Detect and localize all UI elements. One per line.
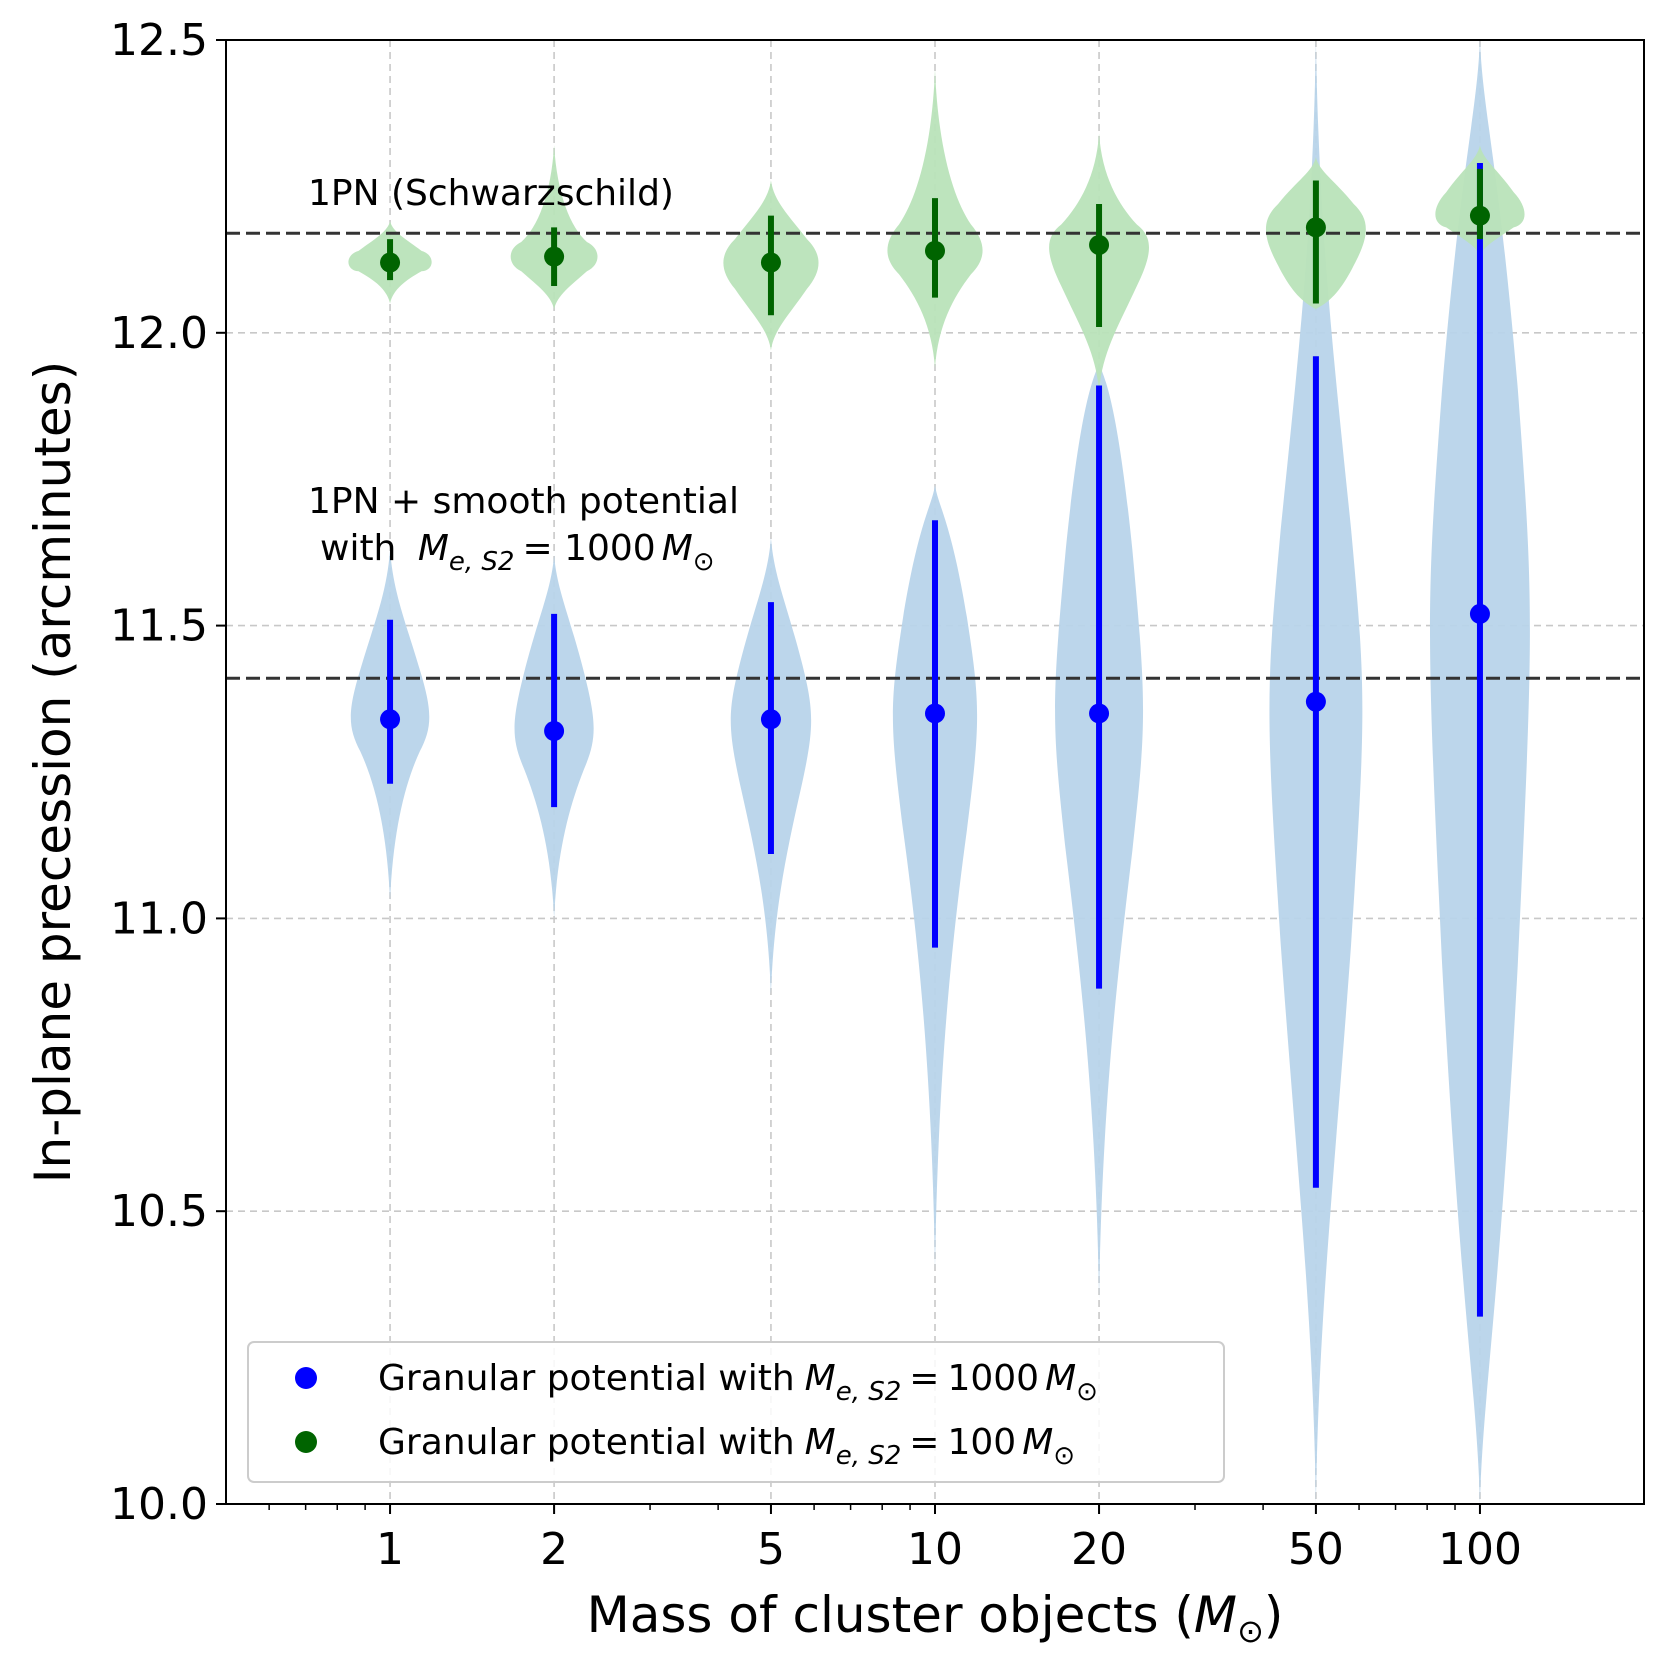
y-tick-label: 10.5: [110, 1186, 208, 1237]
median-marker-layer: [380, 205, 1490, 742]
x-tick-label: 5: [757, 1524, 785, 1575]
y-tick-label: 12.0: [110, 308, 208, 359]
legend-label-1000-eq: =: [909, 1358, 939, 1399]
median-marker-1000-2: [544, 721, 565, 742]
legend-label-1000: Granular potential with Me, S2 = 1000 M⊙: [378, 1358, 1098, 1407]
median-marker-100-1: [380, 252, 401, 273]
x-tick-label: 10: [907, 1524, 963, 1575]
legend-label-100-m: M: [805, 1422, 836, 1463]
legend-marker-1000: [295, 1367, 317, 1389]
x-tick-label: 20: [1071, 1524, 1127, 1575]
x-axis-label-sym: M: [1194, 1586, 1237, 1644]
legend-label-100-eq: =: [909, 1422, 939, 1463]
annotation-smooth-line1: 1PN + smooth potential: [308, 481, 739, 522]
x-tick-label: 50: [1288, 1524, 1344, 1575]
annotation-1pn: 1PN (Schwarzschild): [308, 173, 674, 214]
annotation-smooth-line2: with Me, S2 = 1000 M⊙: [320, 528, 715, 577]
legend-label-1000-sub: e, S2: [836, 1377, 902, 1407]
y-tick-label: 12.5: [110, 15, 208, 66]
legend-label-1000-value: 1000: [947, 1358, 1039, 1399]
x-axis-label: Mass of cluster objects (M⊙): [587, 1586, 1284, 1650]
y-tick-label: 10.0: [110, 1479, 208, 1530]
y-axis-label: In-plane precession (arcminutes): [24, 361, 82, 1183]
median-marker-100-100: [1469, 205, 1490, 226]
legend-label-100-value: 100: [947, 1422, 1016, 1463]
annotation-math-m: M: [418, 528, 449, 569]
median-marker-1000-1: [380, 709, 401, 730]
x-axis-label-tail: ): [1264, 1586, 1284, 1644]
legend-marker-100: [295, 1431, 317, 1453]
median-marker-100-2: [544, 246, 565, 267]
legend: Granular potential with Me, S2 = 1000 M⊙ Gra…: [247, 1341, 1225, 1483]
median-marker-100-5: [760, 252, 781, 273]
median-marker-1000-50: [1305, 691, 1326, 712]
annotation-math-m2: M: [662, 528, 693, 569]
annotation-math-sub: e, S2: [449, 547, 515, 577]
legend-label-100-sub: e, S2: [836, 1441, 902, 1471]
legend-label-100-sun: ⊙: [1053, 1441, 1075, 1471]
x-axis-label-text: Mass of cluster objects (: [587, 1586, 1194, 1644]
legend-label-1000-prefix: Granular potential with: [378, 1358, 795, 1399]
legend-label-1000-sun: ⊙: [1076, 1377, 1098, 1407]
median-marker-1000-10: [925, 703, 945, 724]
legend-box: [247, 1341, 1225, 1483]
y-tick-label: 11.0: [110, 893, 208, 944]
x-tick-label: 100: [1438, 1524, 1522, 1575]
legend-label-100-prefix: Granular potential with: [378, 1422, 795, 1463]
median-marker-100-50: [1305, 217, 1326, 238]
legend-label-100-m2: M: [1022, 1422, 1053, 1463]
y-tick-label: 11.5: [110, 601, 208, 652]
annotation-smooth-prefix: with: [320, 528, 396, 569]
x-tick-label: 1: [376, 1524, 404, 1575]
x-axis-label-sub: ⊙: [1237, 1612, 1264, 1650]
median-marker-1000-5: [760, 709, 781, 730]
legend-label-1000-m: M: [805, 1358, 836, 1399]
annotation-math-eq: = 1000: [522, 528, 655, 569]
median-marker-100-20: [1089, 234, 1110, 255]
x-tick-label: 2: [540, 1524, 568, 1575]
median-marker-100-10: [925, 240, 945, 261]
median-marker-1000-20: [1089, 703, 1110, 724]
median-marker-1000-100: [1469, 603, 1490, 624]
annotation-math-sun: ⊙: [693, 547, 715, 577]
legend-label-1000-m2: M: [1045, 1358, 1076, 1399]
axis-ticks: 10.0 10.5 11.0 11.5 12.0 12.5 1 2 5 10 20 50 100: [110, 15, 1522, 1575]
legend-label-100: Granular potential with Me, S2 = 100 M⊙: [378, 1422, 1075, 1471]
